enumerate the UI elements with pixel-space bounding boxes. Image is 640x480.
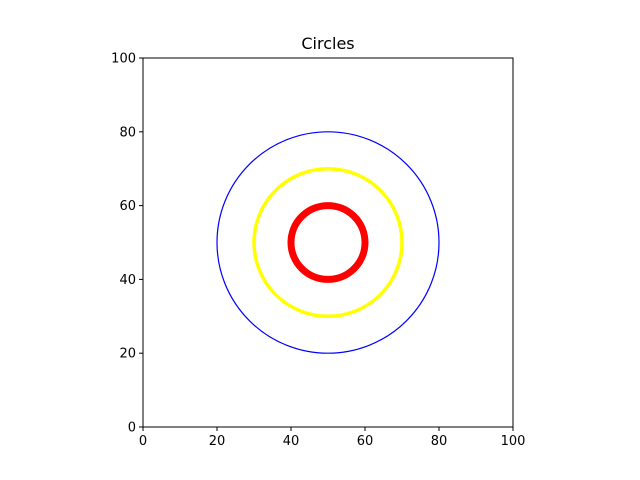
circle-2 <box>287 202 369 283</box>
y-tick-label: 100 <box>111 52 136 67</box>
plot-area-frame <box>142 57 514 428</box>
y-tick-label: 80 <box>119 125 136 140</box>
x-tick-label: 100 <box>501 434 526 449</box>
x-tick-label: 0 <box>139 434 147 449</box>
x-tick-label: 40 <box>283 434 300 449</box>
x-tick-label: 20 <box>209 434 226 449</box>
y-tick-label: 40 <box>119 273 136 288</box>
y-axis: 0 20 40 60 80 100 <box>111 52 143 436</box>
circles-layer <box>216 131 440 354</box>
y-tick-label: 0 <box>128 421 136 436</box>
chart-title: Circles <box>301 34 354 53</box>
circle-1 <box>252 166 404 319</box>
y-tick-label: 60 <box>119 199 136 214</box>
x-axis: 0 20 40 60 80 100 <box>139 427 526 449</box>
circle-0 <box>216 131 440 354</box>
x-tick-label: 60 <box>357 434 374 449</box>
x-tick-label: 80 <box>431 434 448 449</box>
y-tick-label: 20 <box>119 347 136 362</box>
